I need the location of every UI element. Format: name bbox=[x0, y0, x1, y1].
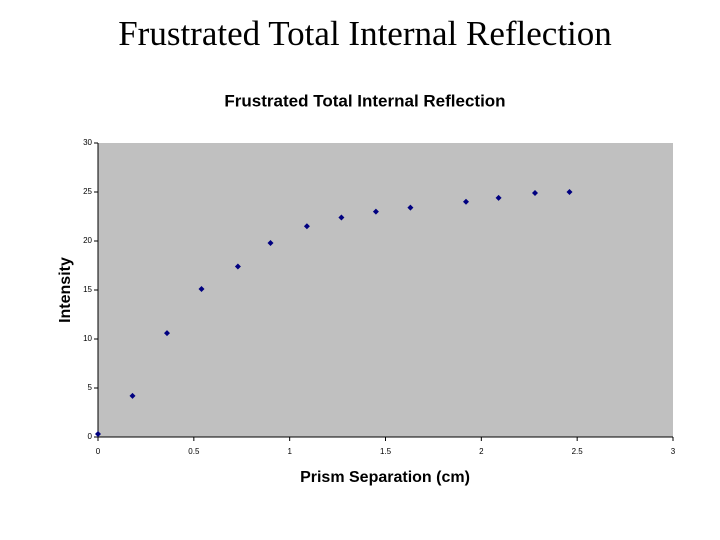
y-tick-label: 25 bbox=[83, 187, 92, 196]
point bbox=[267, 239, 274, 246]
point bbox=[338, 214, 345, 221]
x-tick-label: 3 bbox=[671, 447, 676, 456]
plot-area bbox=[98, 143, 673, 437]
point bbox=[303, 223, 310, 230]
point bbox=[372, 208, 379, 215]
x-axis-label: Prism Separation (cm) bbox=[300, 469, 470, 486]
point bbox=[234, 263, 241, 270]
x-tick-label: 2 bbox=[479, 447, 484, 456]
point bbox=[495, 194, 502, 201]
x-tick-label: 1.5 bbox=[380, 447, 392, 456]
y-tick-label: 20 bbox=[83, 236, 92, 245]
y-tick-label: 15 bbox=[83, 285, 92, 294]
y-tick-label: 5 bbox=[88, 383, 93, 392]
y-axis-label: Intensity bbox=[57, 257, 74, 323]
x-tick-label: 2.5 bbox=[572, 447, 584, 456]
slide-title: Frustrated Total Internal Reflection bbox=[118, 14, 612, 53]
chart-title: Frustrated Total Internal Reflection bbox=[224, 91, 505, 110]
y-tick-label: 30 bbox=[83, 138, 92, 147]
point bbox=[532, 189, 538, 196]
x-tick-label: 0.5 bbox=[188, 447, 200, 456]
point bbox=[407, 204, 414, 211]
x-tick-label: 1 bbox=[287, 447, 292, 456]
y-tick-label: 0 bbox=[88, 432, 93, 441]
point bbox=[463, 198, 469, 205]
point bbox=[198, 286, 205, 293]
point bbox=[95, 431, 101, 438]
point bbox=[164, 330, 170, 337]
point bbox=[129, 392, 136, 399]
point bbox=[566, 189, 573, 195]
y-tick-label: 10 bbox=[83, 334, 92, 343]
x-tick-label: 0 bbox=[96, 447, 101, 456]
